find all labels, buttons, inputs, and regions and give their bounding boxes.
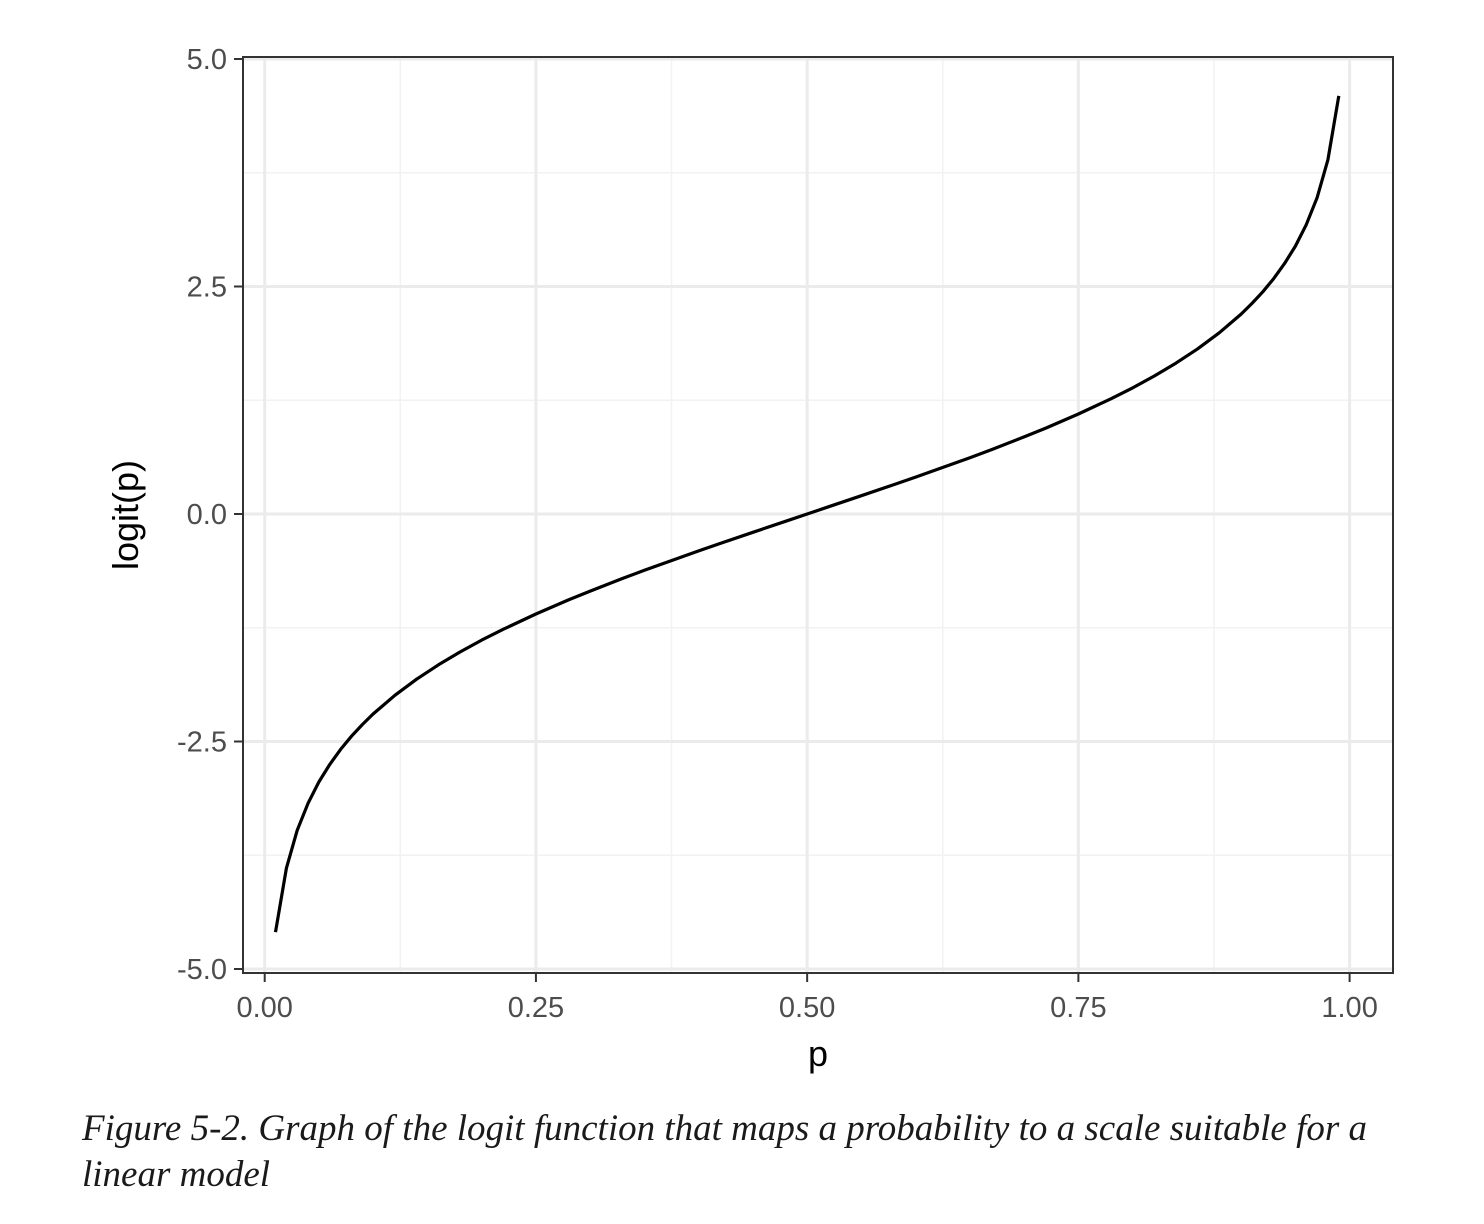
logit-chart: -5.0 -2.5 0.0 2.5 5.0 0.00 0.25 0.50 0.75 1.00 p… (105, 44, 1394, 1074)
y-tick-label: -2.5 (177, 727, 227, 759)
y-axis-title: logit(p) (105, 460, 146, 570)
x-tick-label: 1.00 (1321, 992, 1377, 1024)
series-line-0 (273, 95, 1341, 933)
x-axis-ticks: 0.00 0.25 0.50 0.75 1.00 (236, 973, 1378, 1024)
plot-lines (273, 95, 1341, 933)
major-gridlines (243, 57, 1393, 973)
y-tick-label: 0.0 (187, 499, 227, 531)
y-axis-ticks: -5.0 -2.5 0.0 2.5 5.0 (177, 44, 243, 986)
minor-gridlines (243, 57, 1393, 973)
x-tick-label: 0.75 (1050, 992, 1106, 1024)
y-tick-label: 2.5 (187, 272, 227, 304)
x-tick-label: 0.00 (236, 992, 292, 1024)
y-tick-label: -5.0 (177, 954, 227, 986)
figure-caption: Figure 5-2. Graph of the logit function … (82, 1108, 1367, 1195)
y-tick-label: 5.0 (187, 44, 227, 76)
x-axis-title: p (808, 1033, 828, 1074)
x-tick-label: 0.50 (779, 992, 835, 1024)
x-tick-label: 0.25 (508, 992, 564, 1024)
